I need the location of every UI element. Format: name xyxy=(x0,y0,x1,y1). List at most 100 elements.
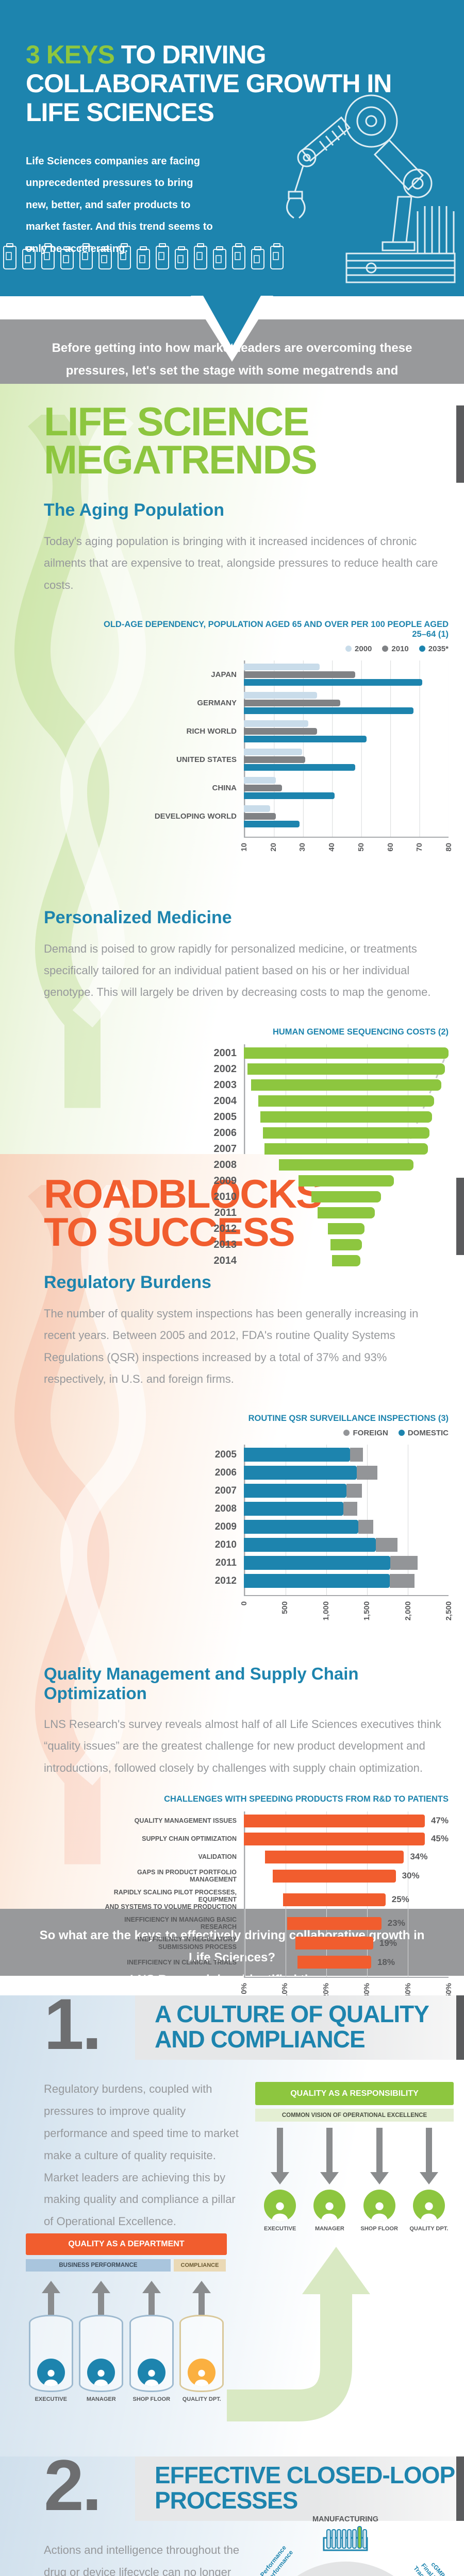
bar-segment xyxy=(244,1520,358,1534)
category-label: RAPIDLY SCALING PILOT PROCESSES, EQUIPME… xyxy=(105,1888,237,1911)
chart-row: RICH WORLD xyxy=(103,720,449,742)
category-label: SUPPLY CHAIN OPTIMIZATION xyxy=(142,1835,237,1843)
quality-department-diagram: QUALITY AS A DEPARTMENT BUSINESS PERFORM… xyxy=(26,2233,227,2402)
chart-row: 2011 xyxy=(103,1207,449,1219)
bar-track xyxy=(244,1111,449,1123)
bar xyxy=(244,820,300,827)
chart-plot: QUALITY MANAGEMENT ISSUES 47% SUPPLY CHAIN… xyxy=(103,1811,449,1977)
bar xyxy=(244,748,303,755)
bar xyxy=(283,1893,386,1906)
stacked-bar xyxy=(244,1502,449,1516)
arrow-up-icon xyxy=(192,2281,211,2315)
bar-segment xyxy=(244,1466,357,1480)
bar xyxy=(247,1063,445,1075)
vial-icon xyxy=(156,243,169,269)
bar-track xyxy=(244,1223,449,1235)
roles-row: EXECUTIVE MANAGER SHOP FLOOR QUALITY DPT… xyxy=(255,2190,454,2232)
bar xyxy=(330,1239,362,1251)
hero-section: 3 KEYS TO DRIVING COLLABORATIVE GROWTH I… xyxy=(0,0,464,296)
shop-floor-icon xyxy=(137,2359,165,2386)
bar-track: 34% xyxy=(244,1850,449,1863)
bar-track xyxy=(244,776,449,799)
silo-shop-floor: SHOP FLOOR xyxy=(129,2276,174,2402)
chart-row: JAPAN xyxy=(103,663,449,686)
category-label: 2012 xyxy=(213,1223,237,1234)
bar-track xyxy=(244,1538,449,1552)
chart-row: UNITED STATES xyxy=(103,748,449,771)
bar xyxy=(298,1175,394,1187)
bar-track xyxy=(244,1502,449,1516)
bar-segment xyxy=(376,1538,397,1552)
bar-track xyxy=(244,1574,449,1588)
chart-row: 2009 xyxy=(103,1520,449,1534)
chart-title: OLD-AGE DEPENDENCY, POPULATION AGED 65 A… xyxy=(104,619,449,639)
stacked-bar xyxy=(244,1556,449,1570)
bar-track: 18% xyxy=(244,1956,449,1969)
bar-segment xyxy=(244,1484,347,1498)
vial-icon xyxy=(270,243,284,269)
bar xyxy=(244,671,355,678)
executive-icon xyxy=(264,2190,296,2222)
bar-segment xyxy=(390,1556,418,1570)
legend-item: 2000 xyxy=(345,645,372,653)
vial-icon xyxy=(194,243,207,269)
aging-heading: The Aging Population xyxy=(44,500,225,520)
bar-track xyxy=(244,1063,449,1075)
bar-track: 23% xyxy=(244,1917,449,1930)
axis-tick: 0% xyxy=(240,1983,248,1994)
value-label: 23% xyxy=(387,1918,405,1928)
bar xyxy=(297,1956,371,1969)
stacked-bar xyxy=(244,1538,449,1552)
bar-track: 45% xyxy=(244,1832,449,1845)
qsr-inspections-chart: ROUTINE QSR SURVEILLANCE INSPECTIONS (3)… xyxy=(103,1414,453,1637)
chart-axis: 0 500 1,000 1,500 2,000 2,500 xyxy=(240,1595,453,1637)
header-band xyxy=(135,2456,464,2521)
bar-segment xyxy=(358,1520,373,1534)
roadblocks-section: ROADBLOCKS TO SUCCESS Regulatory Burdens… xyxy=(0,1154,464,1998)
category-label: 2008 xyxy=(213,1159,237,1171)
category-label: INEFFICIENCY IN REGULATORY SUBMISSIONS P… xyxy=(138,1936,237,1951)
legend-swatch xyxy=(345,645,352,652)
value-label: 30% xyxy=(402,1871,420,1881)
chart-plot: MOORE'S LAW 2001200220032004200520062007… xyxy=(103,1044,449,1274)
key2-header: 2. EFFECTIVE CLOSED-LOOP PROCESSES xyxy=(0,2449,464,2521)
value-label: 18% xyxy=(377,1957,395,1967)
chart-row: INEFFICIENCY IN MANAGING BASIC RESEARCH 2… xyxy=(103,1916,449,1931)
category-label: 2009 xyxy=(213,1175,237,1187)
axis-tick: 50 xyxy=(356,842,366,852)
chart-plot: JAPAN GERMANY RICH WORLD UNITED STATES CHINA… xyxy=(103,660,449,837)
silo-cylinder xyxy=(179,2315,224,2392)
silo-executive: EXECUTIVE xyxy=(28,2276,73,2402)
bar-track xyxy=(244,1143,449,1155)
chart-plot: 2005 2006 2007 2008 2009 2010 2011 2012 xyxy=(103,1445,449,1596)
bar xyxy=(244,679,422,686)
bar xyxy=(244,707,413,714)
axis-tick: 2,000 xyxy=(403,1601,412,1621)
executive-icon xyxy=(37,2359,65,2386)
performance-compliance-bars: BUSINESS PERFORMANCE COMPLIANCE xyxy=(26,2259,227,2272)
axis-tick: 2,500 xyxy=(444,1601,453,1621)
robot-arm-illustration xyxy=(286,94,456,283)
chart-row: 2007 xyxy=(103,1484,449,1498)
intro-text: Life Sciences companies are facing unpre… xyxy=(26,156,213,255)
vial-icon xyxy=(118,243,131,269)
category-label: 2001 xyxy=(213,1047,237,1059)
key2-title: EFFECTIVE CLOSED-LOOP PROCESSES xyxy=(155,2462,455,2514)
bar xyxy=(295,1937,373,1950)
chart-row: 2009 xyxy=(103,1175,449,1187)
stacked-bar xyxy=(244,1484,449,1498)
category-label: QUALITY MANAGEMENT ISSUES xyxy=(134,1817,237,1825)
megatrends-title: LIFE SCIENCE MEGATRENDS xyxy=(44,399,318,483)
bar-track: 30% xyxy=(244,1869,449,1883)
axis-tick: 30 xyxy=(298,842,307,852)
section-tab xyxy=(456,1995,464,2060)
category-label: 2011 xyxy=(214,1207,237,1218)
bar-track xyxy=(244,1159,449,1171)
chart-row: VALIDATION 34% xyxy=(103,1850,449,1863)
bar-track xyxy=(244,1239,449,1251)
chart-row: 2004 xyxy=(103,1095,449,1107)
category-label: 2007 xyxy=(214,1485,237,1496)
legend-swatch xyxy=(343,1430,350,1436)
bar-track xyxy=(244,1207,449,1219)
vial-icon xyxy=(41,243,55,269)
